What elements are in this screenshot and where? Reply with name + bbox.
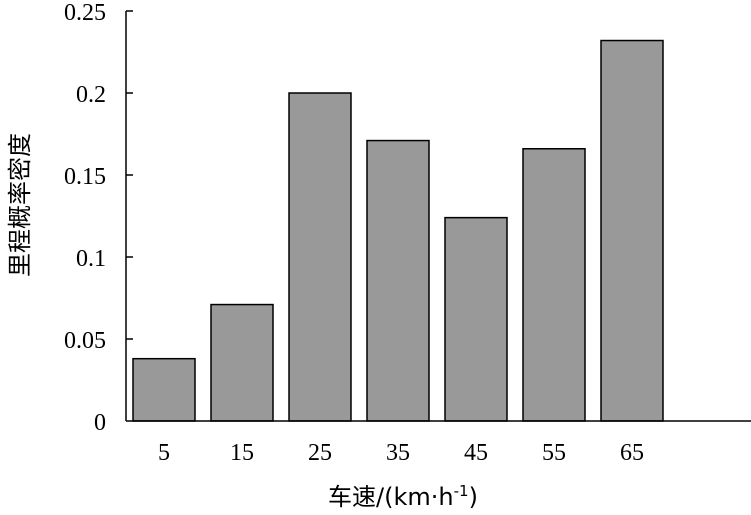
x-tick-label-5: 5 [158, 440, 170, 466]
y-tick-label-0.05: 0.05 [64, 328, 106, 354]
y-ticks-group: 0 0.05 0.1 0.15 0.2 0.25 [64, 0, 133, 436]
y-tick-label-0: 0 [94, 410, 106, 436]
bar-55 [522, 148, 586, 422]
x-tick-label-55: 55 [542, 440, 566, 466]
x-axis-title: 车速/(km·h-1) [328, 482, 478, 511]
y-tick-label-0.25: 0.25 [64, 0, 106, 26]
x-tick-label-35: 35 [386, 440, 410, 466]
x-axis-title-superscript: -1 [454, 482, 469, 500]
x-tick-label-25: 25 [308, 440, 332, 466]
bar-65 [600, 39, 664, 422]
bar-15 [210, 303, 274, 422]
bar-5 [132, 357, 196, 422]
bar-25 [288, 92, 352, 422]
y-tick-label-0.15: 0.15 [64, 164, 106, 190]
x-tick-label-15: 15 [230, 440, 254, 466]
y-tick-label-0.1: 0.1 [76, 246, 106, 272]
bars-group [132, 39, 664, 422]
bar-35 [366, 139, 430, 422]
x-tick-label-65: 65 [620, 440, 644, 466]
x-tick-label-45: 45 [464, 440, 488, 466]
x-axis-title-main: 车速/(km·h [328, 483, 454, 511]
bar-45 [444, 216, 508, 422]
x-ticks-group: 5 15 25 35 45 55 65 [158, 440, 644, 466]
y-tick-label-0.2: 0.2 [76, 82, 106, 108]
x-axis-title-close: ) [469, 483, 478, 511]
y-axis-title: 里程概率密度 [6, 133, 34, 277]
